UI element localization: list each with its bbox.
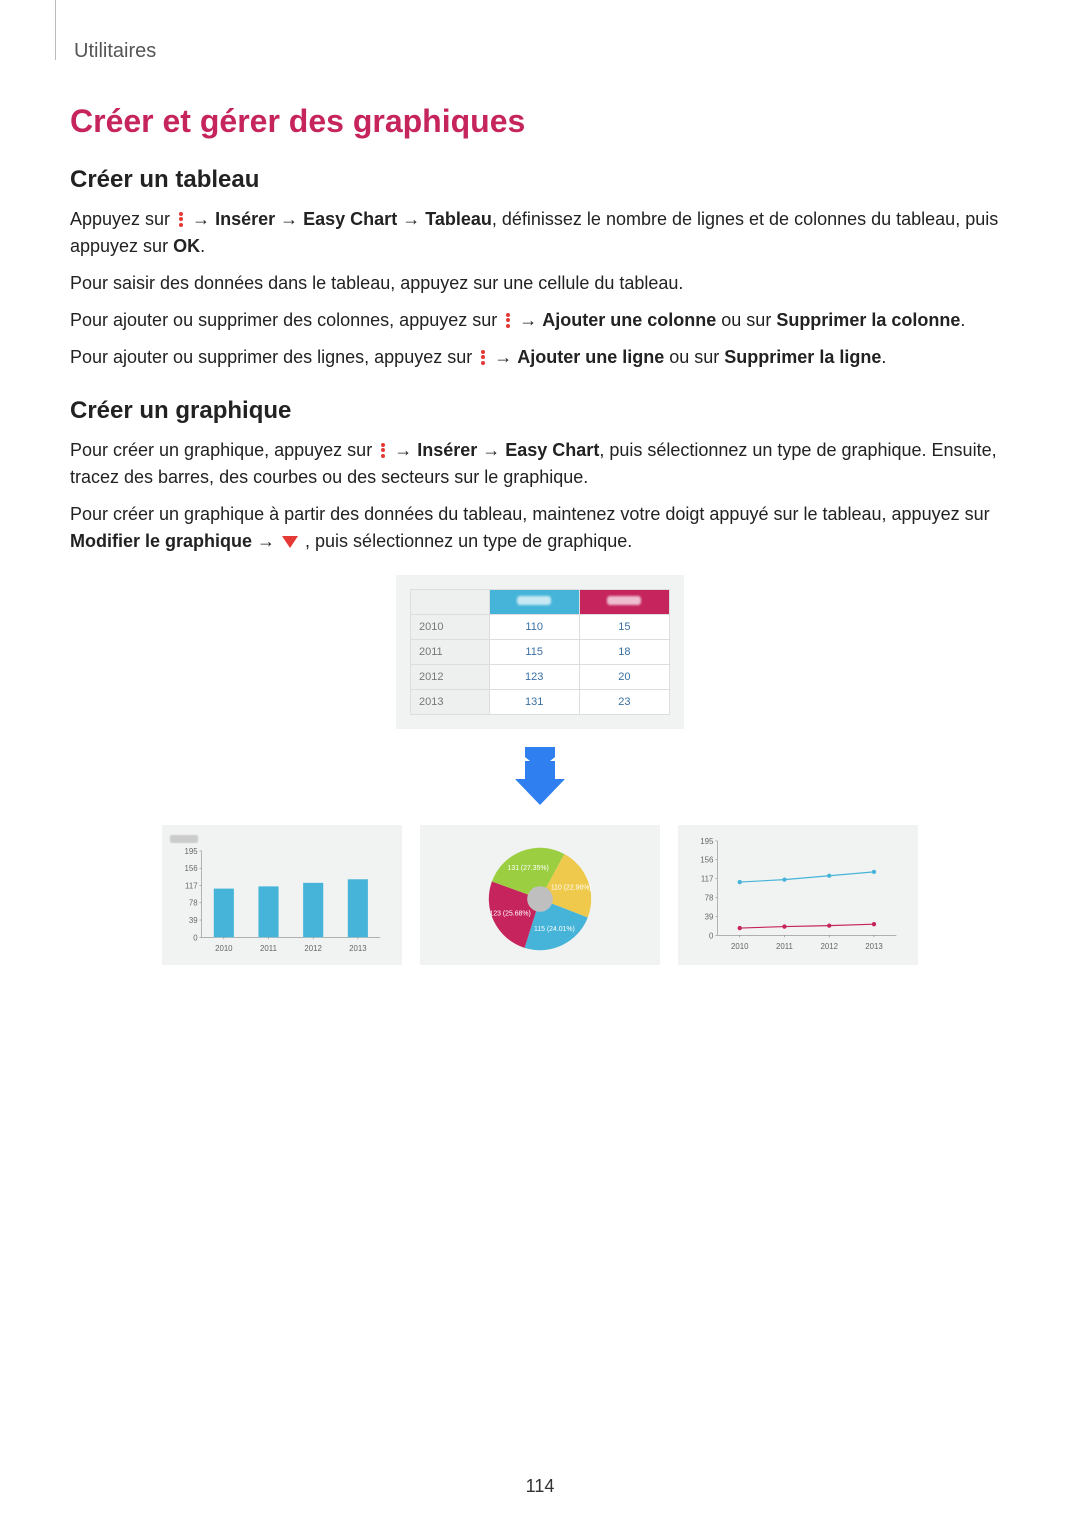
svg-text:78: 78 bbox=[189, 899, 198, 908]
table-row: 201212320 bbox=[411, 665, 670, 690]
table-header-weight bbox=[579, 590, 669, 615]
paragraph: Pour créer un graphique, appuyez sur → I… bbox=[70, 437, 1010, 491]
svg-text:117: 117 bbox=[701, 875, 714, 884]
heading-creer-graphique: Créer un graphique bbox=[70, 397, 1010, 425]
table-header-height bbox=[489, 590, 579, 615]
triangle-down-icon bbox=[282, 536, 298, 548]
arrow-down-icon bbox=[515, 747, 565, 807]
paragraph: Pour ajouter ou supprimer des lignes, ap… bbox=[70, 344, 1010, 371]
svg-text:2013: 2013 bbox=[349, 944, 367, 953]
kebab-icon bbox=[502, 311, 514, 329]
svg-text:115 (24.01%): 115 (24.01%) bbox=[534, 926, 575, 933]
legend-stub bbox=[170, 835, 198, 843]
example-table-panel: 201011015201111518201212320201313123 bbox=[396, 575, 684, 729]
svg-text:117: 117 bbox=[185, 881, 198, 890]
table-row: 201111518 bbox=[411, 640, 670, 665]
table-row: 201313123 bbox=[411, 690, 670, 715]
svg-text:156: 156 bbox=[700, 856, 714, 865]
paragraph: Pour ajouter ou supprimer des colonnes, … bbox=[70, 307, 1010, 334]
svg-text:123 (25.68%): 123 (25.68%) bbox=[490, 911, 531, 918]
bar-chart-panel: 0 39 78 117 156 195 2010 2011 2012 2013 bbox=[162, 825, 402, 965]
svg-text:39: 39 bbox=[705, 912, 714, 921]
svg-text:156: 156 bbox=[184, 864, 198, 873]
table-row: 201011015 bbox=[411, 615, 670, 640]
line-chart-panel: 0 39 78 117 156 195 2010 2011 2012 2013 bbox=[678, 825, 918, 965]
svg-text:39: 39 bbox=[189, 916, 198, 925]
page-number: 114 bbox=[0, 1476, 1080, 1497]
svg-text:195: 195 bbox=[700, 837, 714, 846]
svg-text:78: 78 bbox=[705, 893, 714, 902]
data-table: 201011015201111518201212320201313123 bbox=[410, 589, 670, 715]
svg-text:0: 0 bbox=[709, 931, 714, 940]
pie-chart-panel: 131 (27.35%) 110 (22.96%) 115 (24.01%) 123 … bbox=[420, 825, 660, 965]
svg-text:2011: 2011 bbox=[776, 942, 793, 951]
svg-text:2013: 2013 bbox=[865, 942, 883, 951]
kebab-icon bbox=[175, 210, 187, 228]
page-title: Créer et gérer des graphiques bbox=[70, 103, 1010, 140]
svg-text:131 (27.35%): 131 (27.35%) bbox=[508, 865, 549, 872]
svg-text:195: 195 bbox=[184, 847, 198, 856]
paragraph: Appuyez sur → Insérer → Easy Chart → Tab… bbox=[70, 206, 1010, 260]
svg-text:110 (22.96%): 110 (22.96%) bbox=[551, 884, 592, 891]
svg-text:2012: 2012 bbox=[820, 942, 837, 951]
heading-creer-tableau: Créer un tableau bbox=[70, 166, 1010, 194]
breadcrumb: Utilitaires bbox=[74, 40, 1010, 63]
paragraph: Pour créer un graphique à partir des don… bbox=[70, 501, 1010, 555]
paragraph: Pour saisir des données dans le tableau,… bbox=[70, 270, 1010, 297]
svg-text:2010: 2010 bbox=[215, 944, 233, 953]
svg-text:0: 0 bbox=[193, 933, 198, 942]
svg-text:2010: 2010 bbox=[731, 942, 749, 951]
svg-text:2012: 2012 bbox=[304, 944, 321, 953]
kebab-icon bbox=[477, 348, 489, 366]
svg-text:2011: 2011 bbox=[260, 944, 277, 953]
kebab-icon bbox=[377, 441, 389, 459]
